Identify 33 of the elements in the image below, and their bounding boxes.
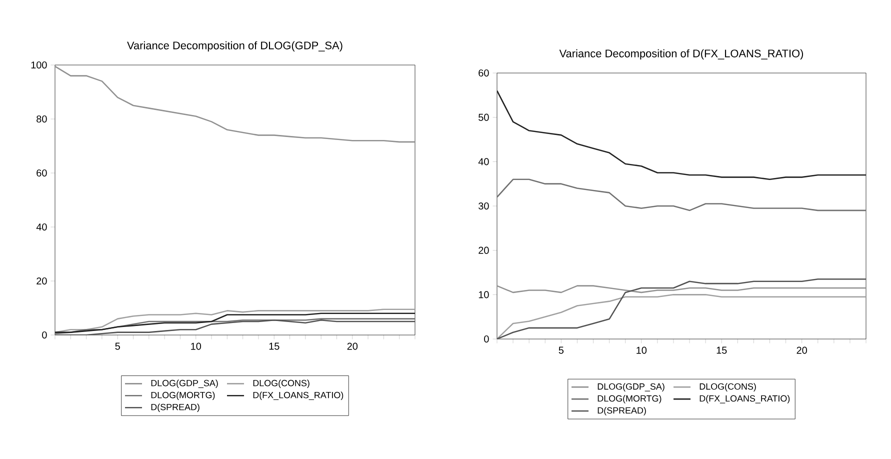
x-tick-label: 5 <box>558 346 564 354</box>
legend-label: D(SPREAD) <box>151 404 200 412</box>
x-tick-label: 15 <box>716 346 727 354</box>
y-tick-label: 100 <box>31 61 47 69</box>
y-tick-label: 60 <box>36 169 47 177</box>
legend-label: DLOG(GDP_SA) <box>598 383 664 392</box>
chart-title: Variance Decomposition of DLOG(GDP_SA) <box>127 41 342 52</box>
legend-label: D(FX_LOANS_RATIO) <box>700 395 790 404</box>
y-tick-label: 40 <box>36 223 47 231</box>
y-tick-label: 20 <box>478 246 489 254</box>
legend-label: DLOG(MORTG) <box>598 395 662 404</box>
legend-label: D(SPREAD) <box>598 407 646 416</box>
y-tick-label: 0 <box>484 335 489 343</box>
y-tick-label: 0 <box>42 331 47 339</box>
legend-label: DLOG(CONS) <box>253 380 310 388</box>
y-tick-label: 10 <box>478 291 489 298</box>
y-tick-label: 80 <box>36 115 47 123</box>
y-tick-label: 20 <box>36 277 47 285</box>
x-tick-label: 5 <box>115 342 120 350</box>
y-tick-label: 60 <box>478 69 489 77</box>
legend-label: DLOG(CONS) <box>700 383 756 392</box>
x-tick-label: 10 <box>636 346 647 354</box>
x-tick-label: 10 <box>191 342 202 350</box>
x-tick-label: 15 <box>269 342 280 350</box>
legend-label: DLOG(MORTG) <box>151 392 215 400</box>
x-tick-label: 20 <box>796 346 807 354</box>
legend-label: DLOG(GDP_SA) <box>151 380 218 388</box>
y-tick-label: 40 <box>478 158 489 166</box>
y-tick-label: 50 <box>478 114 489 121</box>
x-tick-label: 20 <box>347 342 358 350</box>
legend-label: D(FX_LOANS_RATIO) <box>253 392 344 400</box>
chart-title: Variance Decomposition of D(FX_LOANS_RATIO) <box>559 49 804 60</box>
y-tick-label: 30 <box>478 202 489 210</box>
